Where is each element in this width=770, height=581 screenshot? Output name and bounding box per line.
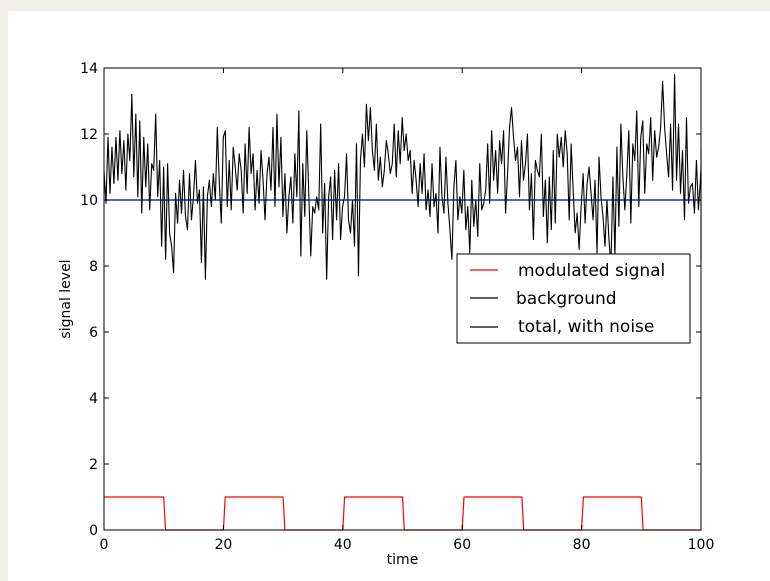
series-line-total-with-noise <box>103 74 702 280</box>
y-tick-label: 14 <box>80 61 98 77</box>
line-chart: 0 20 40 60 80 100 0 2 4 6 8 10 12 14 time signal leve… <box>58 61 714 568</box>
y-tick-label: 2 <box>89 457 98 473</box>
y-tick-label: 4 <box>89 391 98 407</box>
y-tick-label: 6 <box>89 325 98 341</box>
x-tick-label: 20 <box>214 537 232 553</box>
y-tick-label: 8 <box>89 259 98 275</box>
x-tick-label: 80 <box>573 537 591 553</box>
legend-label-modulated-signal: modulated signal <box>518 261 665 281</box>
series-layer <box>103 74 702 531</box>
ticks-layer: 0 20 40 60 80 100 0 2 4 6 8 10 12 14 <box>80 61 714 553</box>
legend: modulated signal background total, with … <box>456 253 691 344</box>
x-tick-label: 60 <box>453 537 471 553</box>
series-line-modulated-signal <box>104 496 701 531</box>
x-axis-label: time <box>387 552 419 568</box>
x-tick-label: 100 <box>688 537 715 553</box>
figure: 0 20 40 60 80 100 0 2 4 6 8 10 12 14 time signal leve… <box>8 11 770 581</box>
plot-frame <box>103 67 702 531</box>
legend-label-background: background <box>516 289 617 309</box>
y-axis-label: signal level <box>58 259 74 338</box>
legend-label-total-with-noise: total, with noise <box>518 317 654 337</box>
y-tick-label: 10 <box>80 193 98 209</box>
x-tick-label: 0 <box>100 537 109 553</box>
x-tick-label: 40 <box>334 537 352 553</box>
y-tick-label: 12 <box>80 127 98 143</box>
y-tick-label: 0 <box>89 523 98 539</box>
